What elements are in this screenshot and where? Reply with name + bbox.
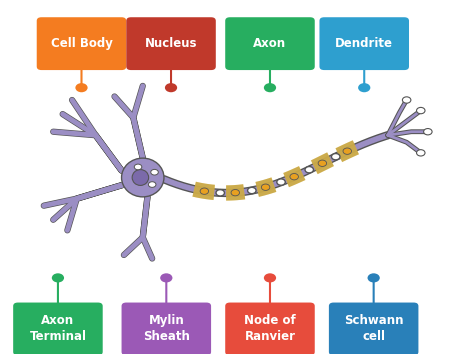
Text: Mylin
Sheath: Mylin Sheath: [143, 315, 190, 343]
FancyBboxPatch shape: [126, 17, 216, 70]
Ellipse shape: [132, 170, 149, 185]
Circle shape: [264, 83, 276, 92]
FancyBboxPatch shape: [121, 302, 211, 355]
FancyBboxPatch shape: [319, 17, 409, 70]
Circle shape: [165, 83, 177, 92]
Text: Dendrite: Dendrite: [335, 37, 393, 50]
Circle shape: [424, 129, 432, 135]
Circle shape: [261, 184, 270, 190]
Circle shape: [318, 160, 327, 166]
Circle shape: [160, 273, 173, 283]
Circle shape: [75, 83, 88, 92]
Text: Node of
Ranvier: Node of Ranvier: [244, 315, 296, 343]
Circle shape: [277, 179, 285, 185]
Circle shape: [290, 174, 299, 180]
FancyBboxPatch shape: [225, 302, 315, 355]
Circle shape: [134, 164, 142, 170]
Circle shape: [216, 190, 225, 196]
Circle shape: [367, 273, 380, 283]
Text: Axon
Terminal: Axon Terminal: [29, 315, 86, 343]
Circle shape: [331, 153, 340, 160]
Circle shape: [402, 97, 411, 103]
Text: Axon: Axon: [254, 37, 287, 50]
Circle shape: [247, 187, 256, 194]
Circle shape: [343, 148, 352, 154]
FancyBboxPatch shape: [225, 17, 315, 70]
FancyBboxPatch shape: [13, 302, 103, 355]
Ellipse shape: [121, 158, 164, 197]
FancyBboxPatch shape: [36, 17, 126, 70]
Text: Cell Body: Cell Body: [51, 37, 112, 50]
Circle shape: [305, 166, 313, 173]
Circle shape: [264, 273, 276, 283]
Text: Nucleus: Nucleus: [145, 37, 197, 50]
Circle shape: [151, 169, 158, 175]
Circle shape: [148, 182, 156, 187]
Text: Schwann
cell: Schwann cell: [344, 315, 403, 343]
FancyBboxPatch shape: [329, 302, 419, 355]
Circle shape: [200, 188, 209, 194]
Circle shape: [52, 273, 64, 283]
Circle shape: [417, 108, 425, 114]
Circle shape: [231, 190, 239, 196]
Circle shape: [358, 83, 370, 92]
Circle shape: [417, 150, 425, 156]
